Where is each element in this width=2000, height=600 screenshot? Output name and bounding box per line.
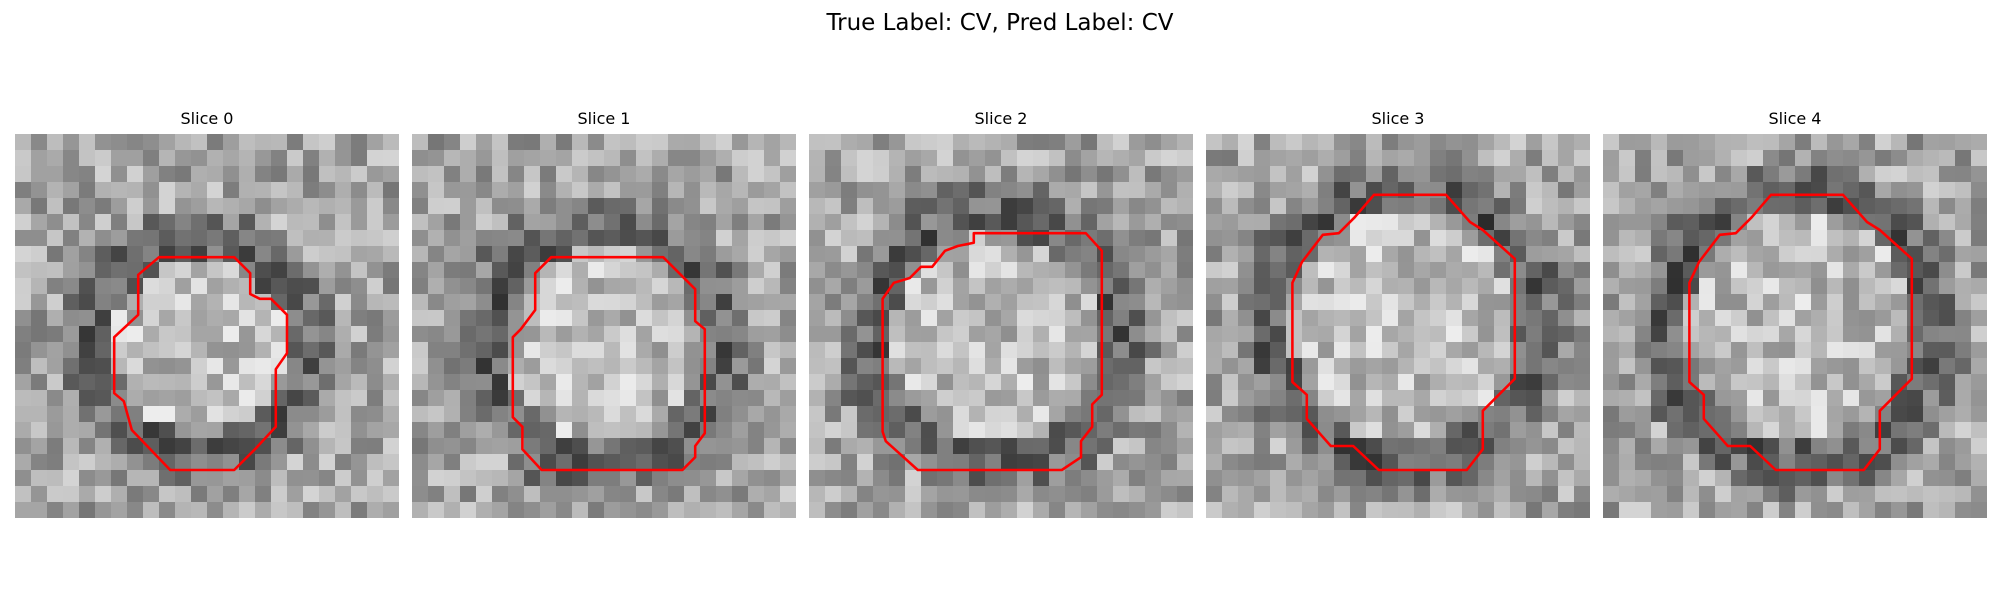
pixel-grid	[15, 134, 399, 518]
slice-title-0: Slice 0	[180, 109, 234, 128]
pixel-grid	[412, 134, 796, 518]
segmentation-outline	[881, 231, 1104, 472]
slice-image-3	[1206, 134, 1590, 518]
slice-title-4: Slice 4	[1768, 109, 1822, 128]
slice-title-1: Slice 1	[577, 109, 631, 128]
slice-image-4	[1603, 134, 1987, 518]
pixel-grid	[809, 134, 1193, 518]
slice-title-3: Slice 3	[1371, 109, 1425, 128]
segmentation-outline	[1688, 193, 1914, 472]
pixel-grid	[1206, 134, 1590, 518]
pixel-grid	[1603, 134, 1987, 518]
slice-title-2: Slice 2	[974, 109, 1028, 128]
slice-image-2	[809, 134, 1193, 518]
segmentation-outline	[1291, 193, 1517, 472]
segmentation-outline	[511, 255, 707, 472]
figure-title: True Label: CV, Pred Label: CV	[826, 10, 1174, 36]
slice-image-1	[412, 134, 796, 518]
slice-image-0	[15, 134, 399, 518]
segmentation-outline	[112, 255, 289, 472]
